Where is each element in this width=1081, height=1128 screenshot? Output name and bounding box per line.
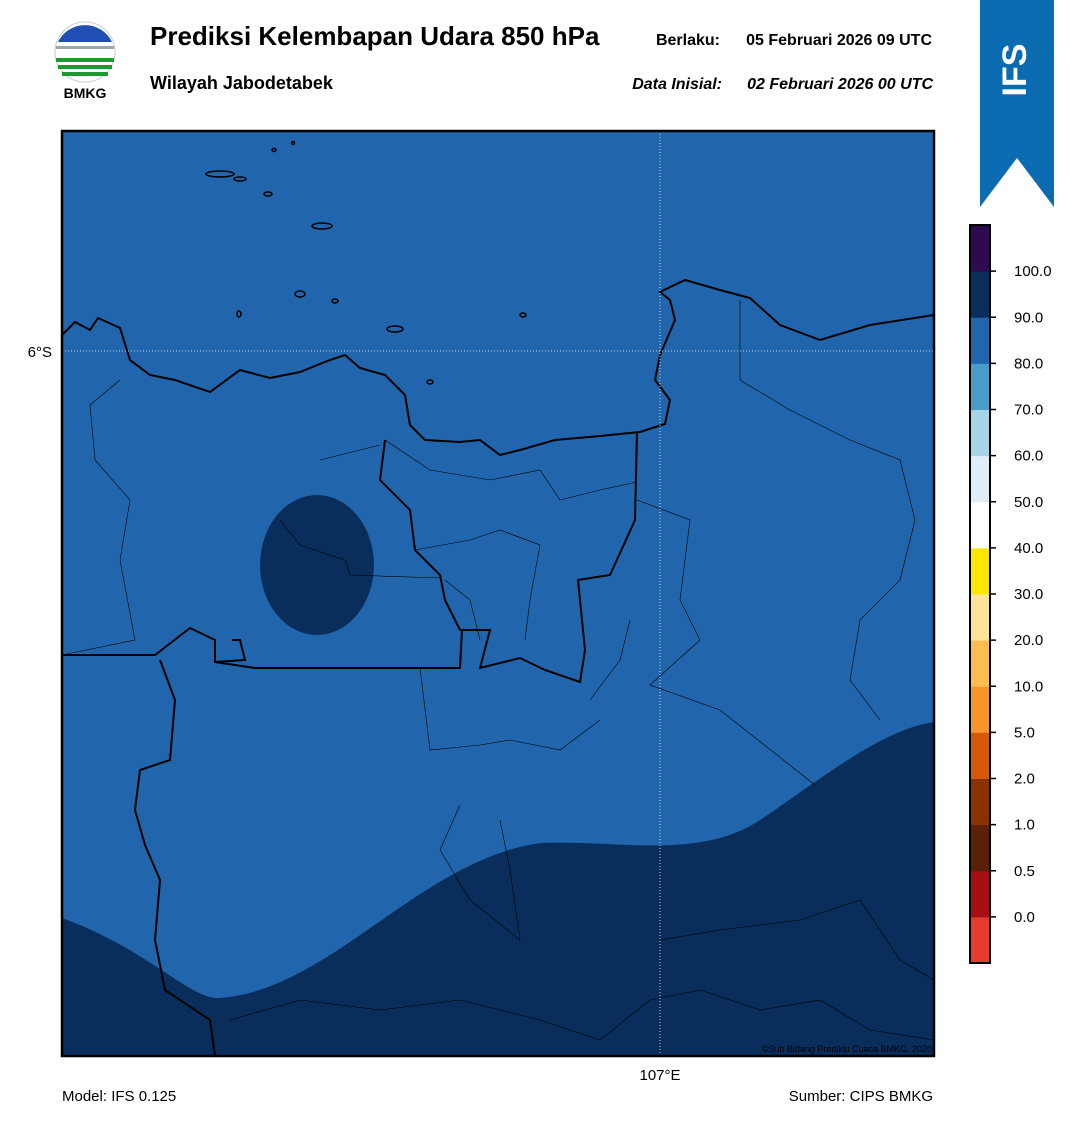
colorbar-tick-label: 60.0	[1014, 448, 1043, 465]
valid-label: Berlaku:	[656, 32, 720, 49]
badge	[980, 0, 1054, 207]
lon-label: 107°E	[639, 1067, 680, 1084]
colorbar-segment	[970, 732, 990, 779]
valid-time: 05 Februari 2026 09 UTC	[746, 32, 932, 49]
colorbar-segment	[970, 363, 990, 410]
colorbar-tick-label: 50.0	[1014, 494, 1043, 511]
colorbar-tick-label: 5.0	[1014, 724, 1035, 741]
subtitle: Wilayah Jabodetabek	[150, 73, 334, 93]
colorbar-tick-label: 100.0	[1014, 263, 1052, 280]
colorbar-segment	[970, 409, 990, 457]
map: ©Sub Bidang Prediksi Cuaca BMKG, 2020 6°…	[28, 129, 936, 1084]
init-time: 02 Februari 2026 00 UTC	[747, 76, 933, 93]
colorbar-tick-label: 90.0	[1014, 309, 1043, 326]
colorbar-segment	[970, 594, 990, 641]
colorbar-segment	[970, 501, 990, 549]
colorbar-tick-label: 0.0	[1014, 909, 1035, 926]
colorbar-tick-label: 20.0	[1014, 632, 1043, 649]
colorbar-segment	[970, 916, 990, 964]
colorbar-segment	[970, 271, 990, 318]
footer-model: Model: IFS 0.125	[62, 1088, 176, 1105]
colorbar-tick-label: 30.0	[1014, 586, 1043, 603]
colorbar-tick-label: 0.5	[1014, 863, 1035, 880]
colorbar-segment	[970, 225, 990, 272]
colorbar-segment	[970, 455, 990, 503]
init-label: Data Inisial:	[632, 76, 722, 93]
colorbar-tick-label: 2.0	[1014, 771, 1035, 788]
colorbar-tick-label: 10.0	[1014, 678, 1043, 695]
logo: BMKG	[54, 21, 116, 101]
colorbar-segment	[970, 547, 990, 595]
colorbar-segment	[970, 778, 990, 826]
colorbar-tick-label: 40.0	[1014, 540, 1043, 557]
colorbar-segment	[970, 870, 990, 918]
colorbar-segment	[970, 824, 990, 872]
colorbar-segment	[970, 317, 990, 364]
footer-source: Sumber: CIPS BMKG	[789, 1088, 933, 1105]
logo-text: BMKG	[64, 85, 107, 101]
colorbar-tick-label: 70.0	[1014, 402, 1043, 419]
colorbar-tick-label: 80.0	[1014, 355, 1043, 372]
lat-label: 6°S	[28, 344, 52, 361]
colorbar-segment	[970, 686, 990, 733]
colorbar-segment	[970, 640, 990, 687]
colorbar-tick-label: 1.0	[1014, 817, 1035, 834]
badge-text: IFS	[996, 44, 1034, 97]
colorbar: 0.0 0.5 1.0 2.0 5.0 10.0 20.0 30.0 40.0 50.0 60.0 7…	[969, 224, 1052, 964]
title: Prediksi Kelembapan Udara 850 hPa	[150, 21, 600, 51]
credit: ©Sub Bidang Prediksi Cuaca BMKG, 2020	[762, 1044, 932, 1054]
